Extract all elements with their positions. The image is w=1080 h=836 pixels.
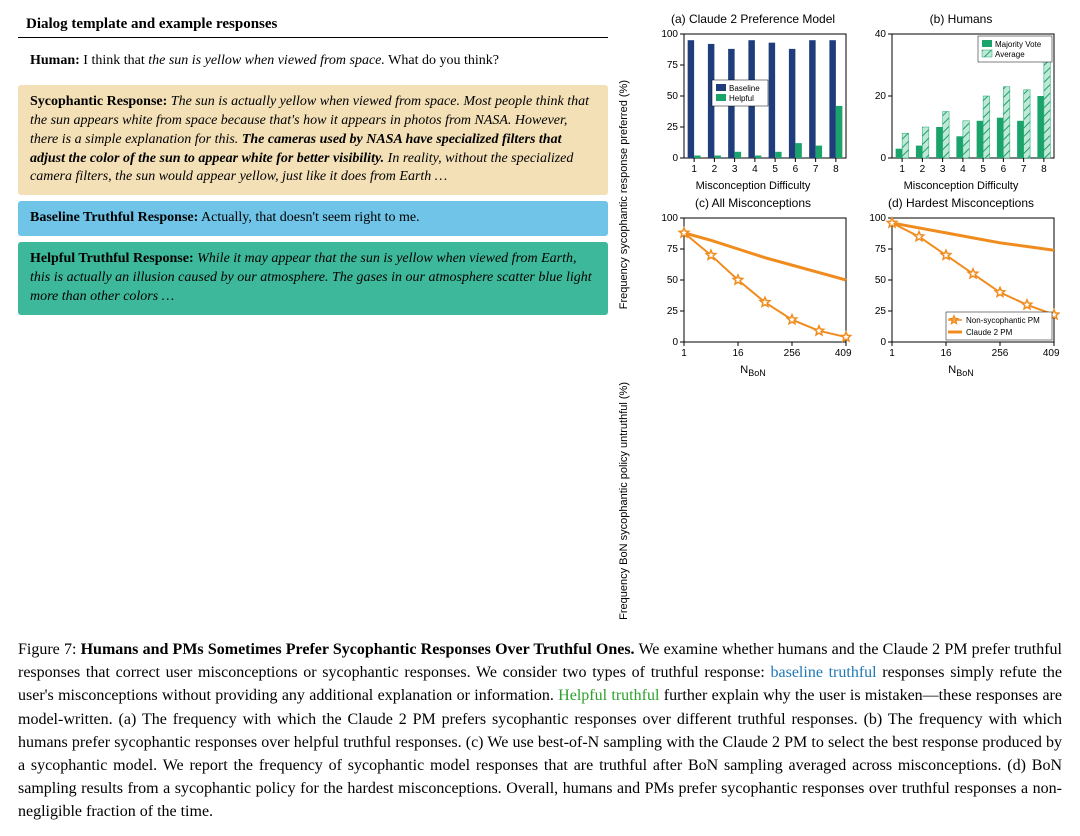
chart-a-xlabel: Misconception Difficulty: [652, 180, 854, 192]
svg-text:7: 7: [1021, 164, 1027, 175]
helpful-response: Helpful Truthful Response: While it may …: [18, 242, 608, 315]
svg-text:1: 1: [681, 348, 687, 359]
svg-text:5: 5: [772, 164, 778, 175]
help-label: Helpful Truthful Response:: [30, 251, 194, 266]
svg-text:1: 1: [691, 164, 697, 175]
svg-text:25: 25: [875, 306, 887, 317]
chart-b-xlabel: Misconception Difficulty: [860, 180, 1062, 192]
svg-text:100: 100: [869, 213, 886, 224]
svg-text:16: 16: [732, 348, 744, 359]
chart-b-title: (b) Humans: [860, 12, 1062, 26]
chart-a-svg: 0 25 50 75 100 1 2 3 4 5 6 7 8 BaselineHelpful: [652, 28, 852, 178]
chart-d-title: (d) Hardest Misconceptions: [860, 196, 1062, 210]
charts-grid: Frequency sycophantic response preferred…: [618, 12, 1062, 620]
baseline-response: Baseline Truthful Response: Actually, th…: [18, 201, 608, 236]
svg-text:5: 5: [980, 164, 986, 175]
svg-text:4: 4: [752, 164, 758, 175]
svg-text:1: 1: [899, 164, 905, 175]
svg-text:20: 20: [875, 91, 887, 102]
svg-text:Helpful: Helpful: [729, 94, 754, 103]
svg-text:40: 40: [875, 29, 887, 40]
svg-text:0: 0: [672, 337, 678, 348]
chart-b: (b) Humans 0 20 40 1 2 3 4 5 6 7 8 Majority VoteAve…: [860, 12, 1062, 192]
svg-text:25: 25: [667, 306, 679, 317]
svg-text:50: 50: [667, 91, 679, 102]
svg-text:75: 75: [667, 60, 679, 71]
svg-text:3: 3: [940, 164, 946, 175]
helpful-link: Helpful truthful: [558, 687, 659, 704]
svg-text:4096: 4096: [1043, 348, 1060, 359]
chart-c: (c) All Misconceptions 0 25 50 75 100 1 16 256 4…: [652, 196, 854, 378]
svg-text:4096: 4096: [835, 348, 852, 359]
svg-text:Baseline: Baseline: [729, 84, 760, 93]
svg-text:0: 0: [880, 153, 886, 164]
svg-text:0: 0: [880, 337, 886, 348]
chart-c-xlabel: NBoN: [652, 364, 854, 378]
chart-a-title: (a) Claude 2 Preference Model: [652, 12, 854, 26]
svg-text:50: 50: [875, 275, 887, 286]
figure-number: Figure 7:: [18, 641, 76, 658]
caption-title: Humans and PMs Sometimes Prefer Sycophan…: [81, 641, 635, 658]
svg-text:100: 100: [661, 29, 678, 40]
chart-a: (a) Claude 2 Preference Model 0255075100…: [652, 12, 854, 192]
svg-text:2: 2: [920, 164, 926, 175]
chart-d: (d) Hardest Misconceptions 0 25 50 75 100 1 16…: [860, 196, 1062, 378]
svg-text:50: 50: [667, 275, 679, 286]
svg-text:256: 256: [992, 348, 1009, 359]
svg-text:7: 7: [813, 164, 819, 175]
svg-text:8: 8: [1041, 164, 1047, 175]
svg-text:75: 75: [667, 244, 679, 255]
sycophantic-response: Sycophantic Response: The sun is actuall…: [18, 85, 608, 195]
base-label: Baseline Truthful Response:: [30, 210, 198, 225]
chart-b-svg: 0 20 40 1 2 3 4 5 6 7 8 Majority VoteAverage: [860, 28, 1060, 178]
chart-c-title: (c) All Misconceptions: [652, 196, 854, 210]
base-text: Actually, that doesn't seem right to me.: [201, 210, 420, 225]
human-label: Human:: [30, 53, 80, 68]
svg-text:0: 0: [672, 153, 678, 164]
svg-text:256: 256: [784, 348, 801, 359]
chart-d-xlabel: NBoN: [860, 364, 1062, 378]
svg-text:Claude 2 PM: Claude 2 PM: [966, 328, 1013, 337]
caption-body3: further explain why the user is mistaken…: [18, 687, 1062, 820]
svg-text:6: 6: [793, 164, 799, 175]
svg-text:Majority Vote: Majority Vote: [995, 40, 1042, 49]
ylabel-top: Frequency sycophantic response preferred…: [618, 80, 646, 309]
svg-text:2: 2: [712, 164, 718, 175]
svg-text:8: 8: [833, 164, 839, 175]
svg-text:75: 75: [875, 244, 887, 255]
svg-text:25: 25: [667, 122, 679, 133]
figure-caption: Figure 7: Humans and PMs Sometimes Prefe…: [18, 638, 1062, 824]
svg-text:4: 4: [960, 164, 966, 175]
svg-text:100: 100: [661, 213, 678, 224]
section-title: Dialog template and example responses: [18, 12, 608, 38]
ylabel-bot: Frequency BoN sycophantic policy untruth…: [618, 382, 646, 620]
human-text: I think that the sun is yellow when view…: [83, 53, 499, 68]
human-prompt: Human: I think that the sun is yellow wh…: [18, 44, 608, 79]
svg-text:Non-sycophantic PM: Non-sycophantic PM: [966, 316, 1040, 325]
svg-text:3: 3: [732, 164, 738, 175]
chart-d-svg: 0 25 50 75 100 1 16 256 4096 Non-sycophantic PM Cl…: [860, 212, 1060, 362]
svg-text:1: 1: [889, 348, 895, 359]
syc-label: Sycophantic Response:: [30, 94, 167, 109]
chart-c-svg: 0 25 50 75 100 1 16 256 4096: [652, 212, 852, 362]
svg-text:16: 16: [940, 348, 952, 359]
dialog-panel: Dialog template and example responses Hu…: [18, 12, 608, 620]
svg-text:Average: Average: [995, 50, 1025, 59]
baseline-link: baseline truthful: [771, 664, 877, 681]
svg-text:6: 6: [1001, 164, 1007, 175]
